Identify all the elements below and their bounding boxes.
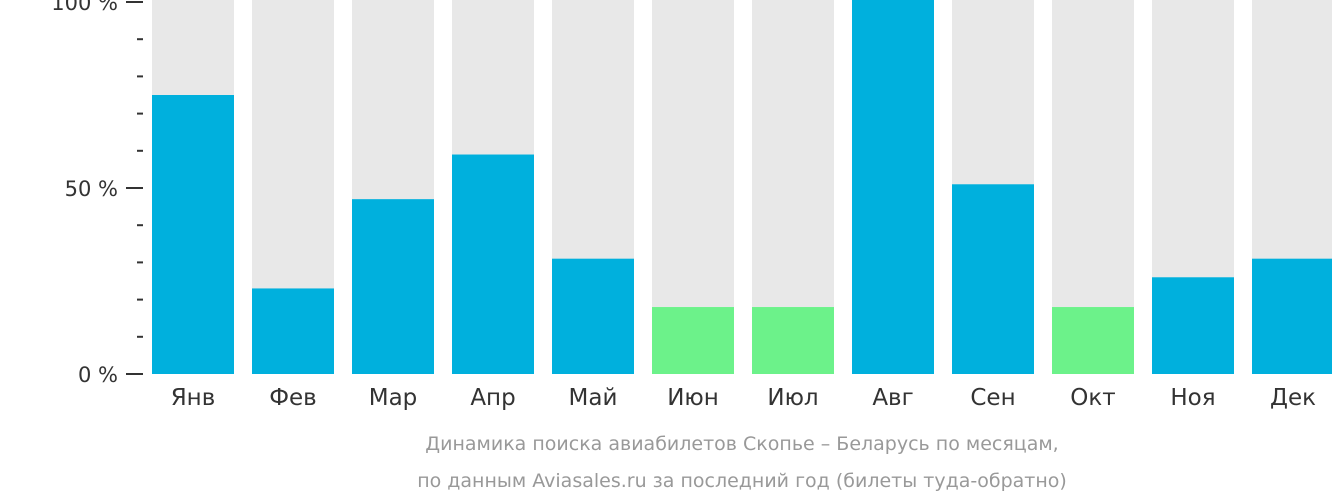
x-tick-label-03: Мар (369, 385, 418, 411)
x-axis-labels: Янв Фев Мар Апр Май Июн Июл Авг Сен Окт Ноя Дек (171, 385, 1316, 411)
bar-01 (152, 95, 234, 374)
bar-10 (1052, 307, 1134, 374)
x-tick-label-05: Май (569, 385, 618, 411)
x-tick-label-12: Дек (1270, 385, 1316, 411)
x-tick-label-01: Янв (171, 385, 216, 411)
x-tick-label-08: Авг (872, 385, 913, 411)
x-tick-label-06: Июн (667, 385, 719, 411)
y-tick-label: 0 % (78, 363, 118, 387)
bar-12 (1252, 258, 1332, 374)
bar-09 (952, 184, 1034, 374)
y-axis: 0 % 50 % 100 % (51, 0, 143, 387)
bar-04 (452, 154, 534, 374)
chart-caption-line2: по данным Aviasales.ru за последний год … (417, 470, 1067, 492)
x-tick-label-07: Июл (767, 385, 818, 411)
bar-07 (752, 307, 834, 374)
bars (152, 0, 1332, 374)
bar-02 (252, 288, 334, 374)
bar-06 (652, 307, 734, 374)
x-tick-label-10: Окт (1070, 385, 1115, 411)
bar-05 (552, 258, 634, 374)
bar-08 (852, 0, 934, 374)
x-tick-label-11: Ноя (1170, 385, 1215, 411)
y-tick-label: 100 % (51, 0, 118, 15)
x-tick-label-04: Апр (470, 385, 515, 411)
bar-03 (352, 199, 434, 374)
x-tick-label-09: Сен (970, 385, 1015, 411)
y-tick-label: 50 % (65, 177, 118, 201)
chart-caption-line1: Динамика поиска авиабилетов Скопье – Бел… (425, 433, 1058, 455)
bar-11 (1152, 277, 1234, 374)
x-tick-label-02: Фев (269, 385, 317, 411)
